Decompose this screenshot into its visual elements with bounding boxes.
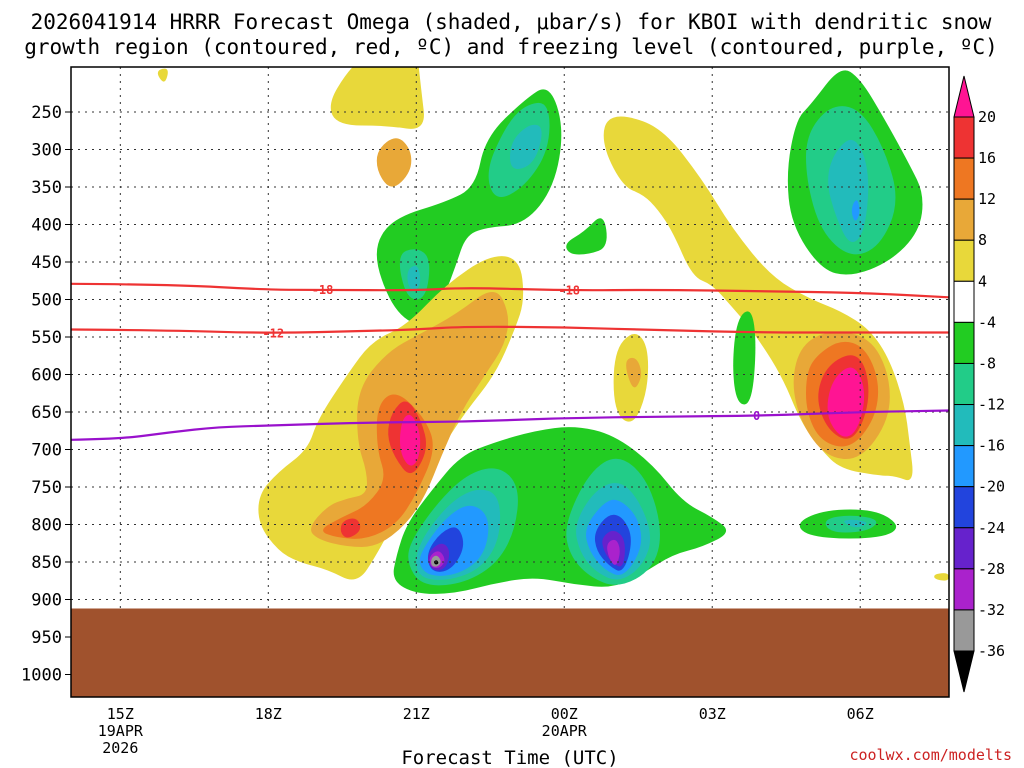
contour-dgz-minus12 <box>71 325 949 334</box>
colorbar-box-4 <box>953 239 975 282</box>
colorbar-label-7: -12 <box>978 396 1005 414</box>
colorbar-label-6: -8 <box>978 354 996 372</box>
y-tick-label-350: 350 <box>31 178 62 198</box>
chart-title-line-2: growth region (contoured, red, ºC) and f… <box>24 35 998 59</box>
colorbar-label-13: -36 <box>978 642 1005 660</box>
colorbar-label-12: -32 <box>978 601 1005 619</box>
colorbar-top-arrow <box>953 75 975 118</box>
colorbar-box-9 <box>953 445 975 488</box>
colorbar-label-10: -24 <box>978 519 1005 537</box>
x-tick-label-18Z: 18Z <box>255 705 282 723</box>
plot-frame <box>70 66 950 698</box>
omega-region-46 <box>934 573 949 581</box>
omega-region-24 <box>851 200 860 221</box>
omega-region-45 <box>607 539 620 565</box>
omega-region-17 <box>827 367 865 437</box>
colorbar-box-7 <box>953 362 975 406</box>
contour-label-dgz-minus18-0: -18 <box>312 283 334 297</box>
y-tick-label-600: 600 <box>31 366 62 386</box>
y-tick-label-550: 550 <box>31 328 62 348</box>
x-tick-label-06Z: 06Z <box>847 705 874 723</box>
contour-dgz-minus18 <box>71 282 949 299</box>
omega-region-29 <box>399 414 421 466</box>
contour-label-dgz-minus18-1: -18 <box>558 284 580 298</box>
omega-region-11 <box>733 311 756 405</box>
watermark: coolwx.com/modelts <box>849 746 1012 764</box>
x-tick-year-15Z: 2026 <box>102 739 138 757</box>
omega-region-8 <box>157 68 168 82</box>
y-tick-label-650: 650 <box>31 403 62 423</box>
colorbar-box-11 <box>953 527 975 570</box>
omega-region-1 <box>376 138 412 187</box>
colorbar-label-1: 16 <box>978 149 996 167</box>
colorbar-box-12 <box>953 568 975 611</box>
omega-region-20 <box>844 519 867 528</box>
colorbar-label-9: -20 <box>978 478 1005 496</box>
omega-region-13 <box>626 357 642 388</box>
y-tick-label-500: 500 <box>31 291 62 311</box>
colorbar-box-8 <box>953 404 975 447</box>
x-tick-label-21Z: 21Z <box>403 705 430 723</box>
colorbar-label-2: 12 <box>978 190 996 208</box>
y-tick-label-250: 250 <box>31 103 62 123</box>
omega-region-5 <box>510 124 542 170</box>
x-axis-label: Forecast Time (UTC) <box>401 747 618 768</box>
terrain-fill <box>71 608 949 697</box>
y-tick-label-800: 800 <box>31 516 62 536</box>
omega-region-30 <box>340 518 361 538</box>
y-tick-label-900: 900 <box>31 591 62 611</box>
colorbar: 20 16 12 8 4 -4 -8 -12 -16 -20 -24 -28 -32 -36 <box>953 75 1005 693</box>
colorbar-label-11: -28 <box>978 560 1005 578</box>
chart-title-line-1: 2026041914 HRRR Forecast Omega (shaded, … <box>31 10 992 34</box>
colorbar-box-6 <box>953 321 975 364</box>
y-tick-label-400: 400 <box>31 216 62 236</box>
colorbar-label-8: -16 <box>978 437 1005 455</box>
x-tick-label-15Z: 15Z <box>107 705 134 723</box>
colorbar-label-0: 20 <box>978 108 996 126</box>
contour-freezing-level <box>71 409 949 441</box>
x-tick-date-15Z: 19APR <box>98 722 144 740</box>
y-tick-label-850: 850 <box>31 553 62 573</box>
omega-region-0 <box>330 67 424 129</box>
contour-label-dgz-minus12-0: -12 <box>262 326 284 340</box>
gridlines <box>71 67 949 697</box>
colorbar-box-10 <box>953 486 975 529</box>
colorbar-box-5 <box>953 280 975 323</box>
colorbar-label-4: 4 <box>978 272 987 290</box>
omega-region-10 <box>566 218 607 255</box>
y-tick-label-950: 950 <box>31 628 62 648</box>
x-tick-label-03Z: 03Z <box>699 705 726 723</box>
y-axis-ticks: 250 300 350 400 450 500 550 600 650 700 750 800 850 9… <box>21 103 71 686</box>
y-tick-label-450: 450 <box>31 253 62 273</box>
x-tick-label-00Z: 00Z <box>551 705 578 723</box>
x-tick-date-00Z: 20APR <box>542 722 588 740</box>
temperature-contours: -18 -18 -12 0 <box>71 282 949 441</box>
colorbar-box-2 <box>953 157 975 200</box>
colorbar-box-13 <box>953 609 975 652</box>
contour-label-freezing-level-0: 0 <box>753 409 760 423</box>
colorbar-box-3 <box>953 198 975 241</box>
colorbar-label-3: 8 <box>978 231 987 249</box>
colorbar-box-1 <box>953 116 975 159</box>
colorbar-label-5: -4 <box>978 313 996 331</box>
y-tick-label-300: 300 <box>31 141 62 161</box>
y-tick-label-750: 750 <box>31 478 62 498</box>
omega-region-7 <box>407 265 421 290</box>
colorbar-bottom-arrow <box>953 650 975 693</box>
y-tick-label-700: 700 <box>31 441 62 461</box>
y-tick-label-1000: 1000 <box>21 666 62 686</box>
